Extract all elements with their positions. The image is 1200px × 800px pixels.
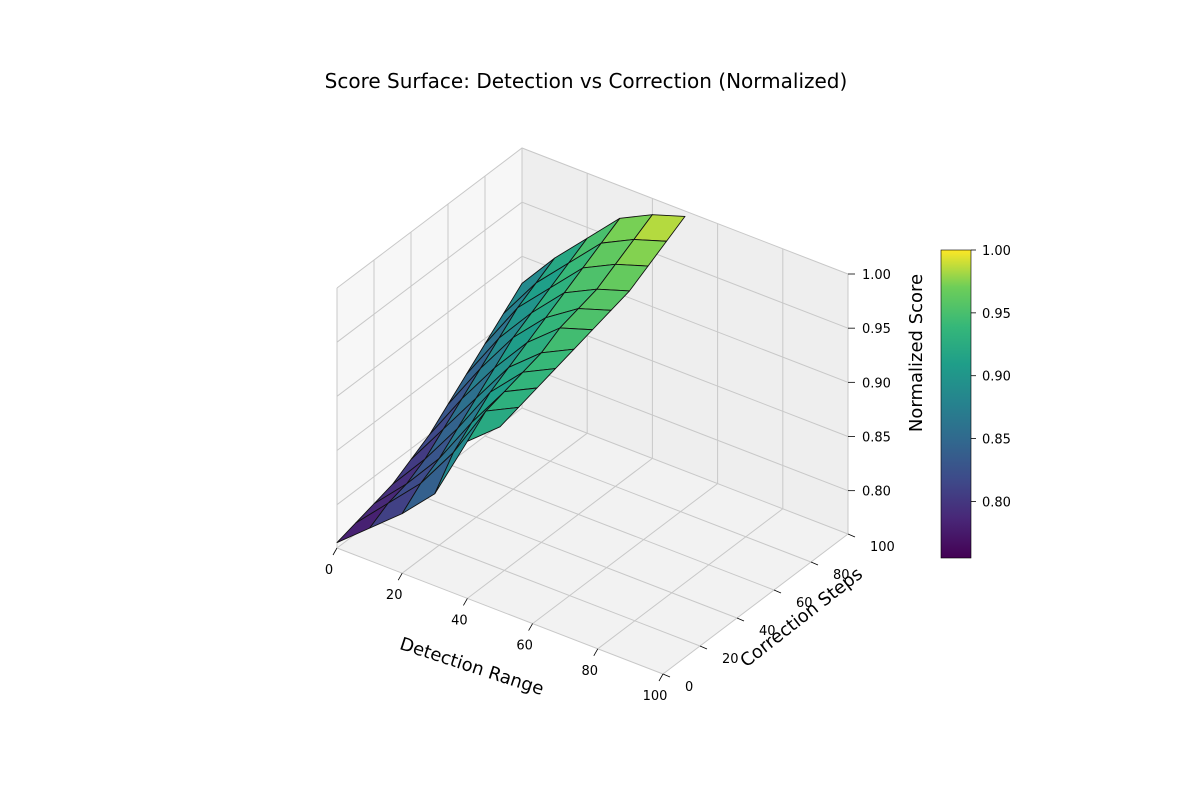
x-tick-label: 80: [582, 664, 599, 679]
left-wall-pane: [337, 148, 522, 548]
y-tick-label: 80: [833, 568, 850, 583]
colorbar: [940, 249, 972, 559]
colorbar-ticks: 0.80 0.85 0.90 0.95 1.00: [971, 244, 1011, 510]
y-tick-mark: [699, 645, 708, 650]
z-axis-label: Normalized Score: [906, 274, 927, 432]
z-tick-label: 0.85: [862, 431, 891, 446]
axis-ticks: 0 20 40 60 80 100 0 20 40 60 80 100 0.80 0.85 0.90 0.95…: [325, 268, 895, 704]
x-tick-label: 40: [451, 613, 468, 628]
axes-panes: [337, 148, 848, 674]
y-tick-mark: [773, 589, 782, 594]
colorbar-tick-label: 1.00: [982, 244, 1011, 259]
y-tick-mark: [810, 561, 819, 566]
x-tick-mark: [658, 673, 664, 682]
z-tick-label: 0.80: [862, 485, 891, 500]
grid-line: [336, 147, 849, 289]
y-tick-label: 40: [759, 624, 776, 639]
y-tick-label: 60: [796, 596, 813, 611]
x-tick-label: 60: [516, 639, 533, 654]
x-tick-mark: [332, 547, 338, 556]
y-tick-label: 20: [722, 652, 739, 667]
chart-title: Score Surface: Detection vs Correction (…: [325, 69, 848, 93]
x-tick-mark: [463, 598, 468, 606]
colorbar-tick-label: 0.90: [982, 370, 1011, 385]
y-tick-label: 0: [685, 680, 693, 695]
colorbar-tick-label: 0.95: [982, 307, 1011, 322]
z-tick-label: 0.95: [862, 322, 891, 337]
x-tick-label: 20: [386, 588, 403, 603]
surface-facet: [466, 406, 519, 442]
surface-mesh: [336, 214, 686, 544]
floor-pane: [337, 408, 848, 674]
colorbar-tick-label: 0.85: [982, 433, 1011, 448]
grid-line: [521, 148, 849, 535]
y-tick-mark: [662, 673, 671, 678]
y-tick-label: 100: [870, 540, 895, 555]
grid-line: [336, 201, 849, 343]
y-tick-mark: [847, 533, 856, 538]
z-tick-label: 0.90: [862, 376, 891, 391]
grid-line: [336, 255, 849, 397]
x-tick-mark: [397, 573, 403, 581]
x-tick-label: 0: [325, 563, 333, 578]
z-tick-label: 1.00: [862, 268, 891, 283]
colorbar-tick-label: 0.80: [982, 495, 1011, 510]
y-tick-mark: [736, 617, 745, 622]
x-tick-mark: [528, 623, 533, 631]
x-tick-mark: [593, 648, 599, 656]
x-tick-label: 100: [643, 689, 668, 704]
grid-line: [484, 176, 812, 563]
